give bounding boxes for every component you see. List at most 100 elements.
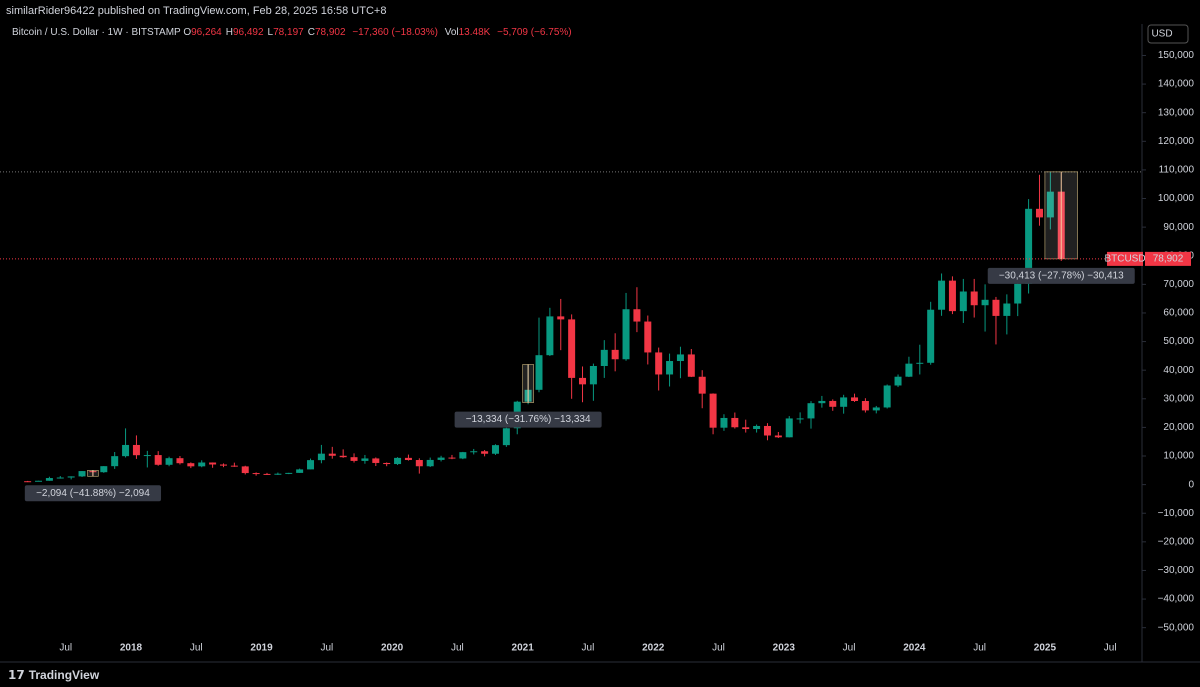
ohlc-key: C [307, 27, 315, 38]
candle-body [328, 453, 336, 456]
candle-body [307, 460, 315, 470]
candle-body [666, 361, 674, 375]
candle-body [230, 465, 238, 467]
y-tick-label: 110,000 [1159, 165, 1195, 176]
y-tick-label: 10,000 [1163, 451, 1194, 462]
y-tick-label: 130,000 [1158, 107, 1195, 118]
candle-body [622, 309, 630, 360]
x-tick-label: 2024 [903, 643, 926, 654]
ohlc-value: 78,197 [273, 27, 304, 38]
y-tick-label: 120,000 [1158, 136, 1195, 147]
ohlc-key: O [183, 27, 192, 38]
candle-body [970, 291, 978, 306]
candle-body [143, 455, 151, 457]
publisher: similarRider96422 published on TradingVi… [6, 5, 387, 17]
candle-body [938, 280, 946, 310]
currency-box [1147, 24, 1189, 44]
change: −17,360 (−18.03%) [352, 27, 438, 38]
candle-body [905, 363, 913, 377]
candle-body [981, 299, 989, 306]
candle-body [807, 403, 815, 419]
candle-body [753, 425, 761, 430]
candle-body [1035, 208, 1043, 218]
candle-body [459, 452, 467, 459]
candle-body [818, 400, 826, 404]
candle-body [78, 471, 86, 477]
candle-body [742, 427, 750, 430]
volume: 13.48K [458, 27, 491, 38]
price-label: 78,902 [1153, 254, 1184, 265]
candle-body [350, 457, 358, 461]
y-tick-label: −50,000 [1158, 622, 1195, 633]
ohlc-value: 96,264 [191, 27, 222, 38]
legend: Bitcoin / U.S. Dollar · 1W · BITSTAMP O9… [12, 27, 576, 38]
candle-body [491, 445, 499, 454]
candle-body [132, 444, 140, 456]
x-tick-label: Jul [712, 643, 725, 654]
candle-body [437, 457, 445, 460]
brand-name: TradingView [28, 668, 100, 682]
volume-change: −5,709 (−6.75%) [497, 27, 572, 38]
candle-body [894, 376, 902, 386]
candle-body [872, 407, 880, 411]
ohlc-value: 96,492 [232, 27, 264, 38]
candle-body [829, 400, 837, 407]
x-tick-label: 2025 [1034, 643, 1057, 654]
currency: USD [1151, 29, 1172, 40]
candle-body [720, 417, 728, 428]
y-tick-label: 20,000 [1163, 422, 1194, 433]
measure-label-box [24, 485, 162, 502]
candle-body [600, 349, 608, 367]
candle-body [426, 459, 434, 467]
candle-body [372, 458, 380, 463]
candle-body [285, 472, 293, 474]
candle-body [383, 462, 391, 465]
candle-body [589, 366, 597, 385]
candle-body [633, 309, 641, 322]
candle-body [1003, 303, 1011, 316]
candle-body [35, 480, 43, 482]
x-tick-label: Jul [451, 643, 464, 654]
candle-body [274, 473, 282, 475]
candle-body [219, 464, 227, 466]
price-tag [1145, 251, 1191, 266]
ohlc: O96,264 H96,492 L78,197 C78,902 [183, 27, 349, 38]
y-tick-label: 40,000 [1163, 365, 1194, 376]
y-tick-label: 30,000 [1163, 393, 1194, 404]
candle-body [687, 354, 695, 377]
candle-body [611, 349, 619, 360]
x-tick-label: Jul [1104, 643, 1117, 654]
measure-label-box [987, 267, 1135, 284]
x-tick-label: Jul [59, 643, 72, 654]
candle-body [785, 418, 793, 438]
candle-body [851, 397, 859, 401]
x-tick-label: Jul [582, 643, 595, 654]
symbol-tag [1107, 251, 1143, 266]
candle-body [763, 425, 771, 436]
symbol: Bitcoin / U.S. Dollar · 1W · BITSTAMP [12, 27, 181, 38]
x-tick-label: 2022 [642, 643, 665, 654]
y-tick-label: 100,000 [1158, 193, 1195, 204]
candle-body [927, 309, 935, 363]
y-tick-label: 0 [1188, 479, 1194, 490]
y-tick-label: 60,000 [1163, 308, 1194, 319]
x-tick-label: 2023 [773, 643, 796, 654]
candle-body [535, 355, 543, 390]
y-tick-label: −20,000 [1158, 536, 1195, 547]
candle-body [252, 473, 260, 475]
candle-body [796, 418, 804, 420]
candle-body [187, 463, 195, 467]
candle-body [317, 453, 325, 461]
candle-body [731, 417, 739, 428]
candle-body [1046, 191, 1054, 218]
candle-body [448, 457, 456, 459]
candle-body [154, 455, 162, 465]
measure-label: −13,334 (−31.76%) −13,334 [466, 414, 591, 425]
x-tick-label: Jul [973, 643, 986, 654]
candle-body [840, 397, 848, 407]
candle-body [122, 444, 130, 457]
candle-body [361, 458, 369, 461]
candle-body [241, 466, 249, 474]
candle-body [296, 469, 304, 473]
